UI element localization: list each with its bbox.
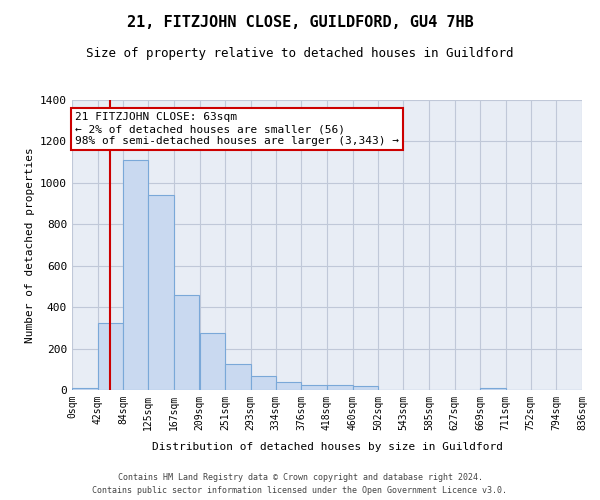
Bar — [72, 388, 98, 390]
Bar — [123, 160, 148, 390]
Bar — [276, 382, 301, 390]
Bar — [353, 386, 378, 390]
Bar — [480, 388, 506, 390]
Text: 21 FITZJOHN CLOSE: 63sqm
← 2% of detached houses are smaller (56)
98% of semi-de: 21 FITZJOHN CLOSE: 63sqm ← 2% of detache… — [75, 112, 399, 146]
Text: Size of property relative to detached houses in Guildford: Size of property relative to detached ho… — [86, 48, 514, 60]
Bar — [174, 294, 199, 390]
Bar — [301, 385, 327, 390]
Bar — [148, 196, 174, 390]
Y-axis label: Number of detached properties: Number of detached properties — [25, 147, 35, 343]
Bar — [199, 333, 225, 390]
Text: Contains public sector information licensed under the Open Government Licence v3: Contains public sector information licen… — [92, 486, 508, 495]
Text: Contains HM Land Registry data © Crown copyright and database right 2024.: Contains HM Land Registry data © Crown c… — [118, 472, 482, 482]
Bar — [327, 385, 353, 390]
Bar — [225, 364, 251, 390]
Text: Distribution of detached houses by size in Guildford: Distribution of detached houses by size … — [151, 442, 503, 452]
Bar — [98, 322, 123, 390]
Text: 21, FITZJOHN CLOSE, GUILDFORD, GU4 7HB: 21, FITZJOHN CLOSE, GUILDFORD, GU4 7HB — [127, 15, 473, 30]
Bar — [251, 376, 276, 390]
